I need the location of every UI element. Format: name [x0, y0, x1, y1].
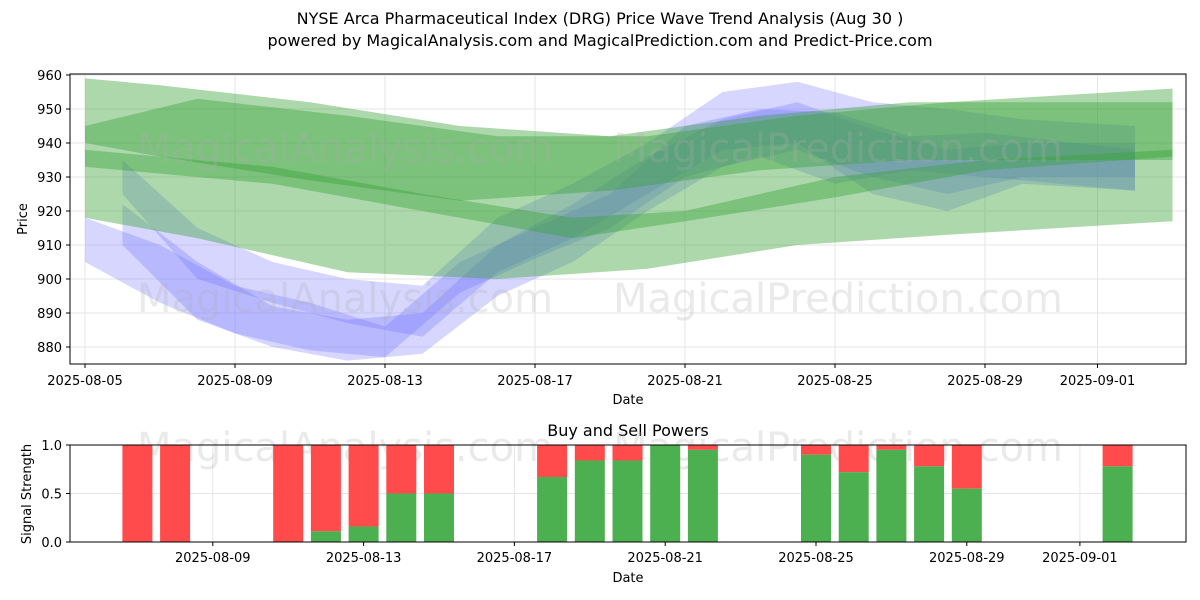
y-tick-label: 960 [37, 69, 62, 84]
chart-subtitle: powered by MagicalAnalysis.com and Magic… [267, 31, 933, 50]
chart-title: NYSE Arca Pharmaceutical Index (DRG) Pri… [296, 9, 904, 28]
sell-power-bar [612, 445, 643, 461]
green-wave-band [85, 88, 1173, 279]
top-plot-frame [69, 73, 1187, 365]
top-y-axis-label: Price [16, 203, 31, 235]
bottom-x-axis-label: Date [612, 571, 643, 586]
x-tick-label: 2025-09-01 [1042, 551, 1118, 566]
y-tick-label: 930 [37, 171, 62, 186]
buy-power-bar [537, 477, 568, 542]
sell-power-bar [122, 445, 153, 542]
sell-power-bar [574, 445, 605, 461]
sell-power-bar [914, 445, 945, 467]
sell-power-bar [951, 445, 982, 489]
bottom-y-axis-label: Signal Strength [20, 444, 35, 544]
top-x-axis-label: Date [612, 393, 643, 408]
sell-power-bar [424, 445, 454, 494]
y-tick-label: 910 [37, 239, 62, 254]
x-tick-label: 2025-08-21 [647, 374, 723, 389]
x-tick-label: 2025-08-13 [326, 551, 402, 566]
sell-power-bar [801, 445, 831, 455]
price-bands [85, 78, 1173, 361]
y-tick-label: 900 [37, 273, 62, 288]
buy-power-bar [687, 449, 718, 542]
x-tick-label: 2025-08-25 [778, 551, 854, 566]
buy-power-bar [386, 493, 417, 542]
y-tick-label: 0.0 [41, 536, 62, 551]
buy-power-bar [876, 449, 907, 542]
x-tick-label: 2025-08-09 [175, 551, 251, 566]
buy-power-bar [914, 466, 945, 542]
watermark-text: MagicalAnalysis.com [137, 425, 553, 471]
x-tick-label: 2025-08-13 [347, 374, 423, 389]
x-tick-label: 2025-08-29 [929, 551, 1005, 566]
top-grid [70, 74, 1186, 364]
watermark-text: MagicalPrediction.com [613, 126, 1063, 172]
x-tick-label: 2025-08-17 [497, 374, 573, 389]
buy-power-bar [951, 488, 982, 542]
sell-power-bar [160, 445, 191, 542]
buy-power-bar [612, 460, 643, 542]
x-tick-label: 2025-08-05 [47, 374, 123, 389]
top-watermarks: MagicalAnalysis.com MagicalPrediction.com… [137, 126, 1063, 322]
buy-power-bar [424, 493, 454, 542]
signal-bars [122, 445, 1133, 542]
y-tick-label: 890 [37, 307, 62, 322]
y-tick-label: 920 [37, 205, 62, 220]
blue-wave-band [85, 109, 1135, 358]
sell-power-bar [1102, 445, 1133, 467]
x-tick-label: 2025-08-17 [477, 551, 553, 566]
buy-power-bar [650, 445, 681, 542]
watermark-text: MagicalPrediction.com [613, 276, 1063, 322]
sell-power-bar [537, 445, 568, 478]
x-tick-label: 2025-09-01 [1060, 374, 1136, 389]
blue-wave-band [122, 102, 1135, 361]
x-tick-label: 2025-08-25 [797, 374, 873, 389]
blue-wave-band [122, 81, 1135, 337]
x-tick-label: 2025-08-29 [947, 374, 1023, 389]
y-tick-label: 1.0 [41, 439, 62, 454]
sell-power-bar [273, 445, 304, 542]
sell-power-bar [687, 445, 718, 450]
sell-power-bar [876, 445, 907, 450]
buy-power-bar [574, 460, 605, 542]
watermark-text: MagicalAnalysis.com [137, 276, 553, 322]
buy-power-bar [348, 526, 379, 542]
y-tick-label: 880 [37, 341, 62, 356]
y-tick-label: 940 [37, 137, 62, 152]
x-tick-label: 2025-08-09 [197, 374, 273, 389]
sell-power-bar [348, 445, 379, 527]
sell-power-bar [838, 445, 869, 473]
watermark-text: MagicalAnalysis.com [137, 126, 553, 172]
bottom-chart-title: Buy and Sell Powers [547, 421, 709, 440]
green-wave-band [85, 149, 1173, 239]
green-wave-band [85, 78, 1173, 201]
top-axis-ticks: 880 890 900 910 920 930 940 950 960 2025-08-05 202… [37, 69, 1135, 389]
sell-power-bar [386, 445, 417, 494]
watermark-text: MagicalPrediction.com [613, 425, 1063, 471]
buy-power-bar [838, 472, 869, 542]
y-tick-label: 0.5 [41, 488, 62, 503]
buy-power-bar [310, 531, 341, 542]
y-tick-label: 950 [37, 103, 62, 118]
x-tick-label: 2025-08-21 [627, 551, 703, 566]
sell-power-bar [310, 445, 341, 532]
buy-power-bar [801, 454, 831, 542]
bottom-axis-ticks: 0.0 0.5 1.0 2025-08-09 2025-08-13 2025-08-17 2… [41, 439, 1117, 566]
buy-power-bar [1102, 466, 1133, 542]
